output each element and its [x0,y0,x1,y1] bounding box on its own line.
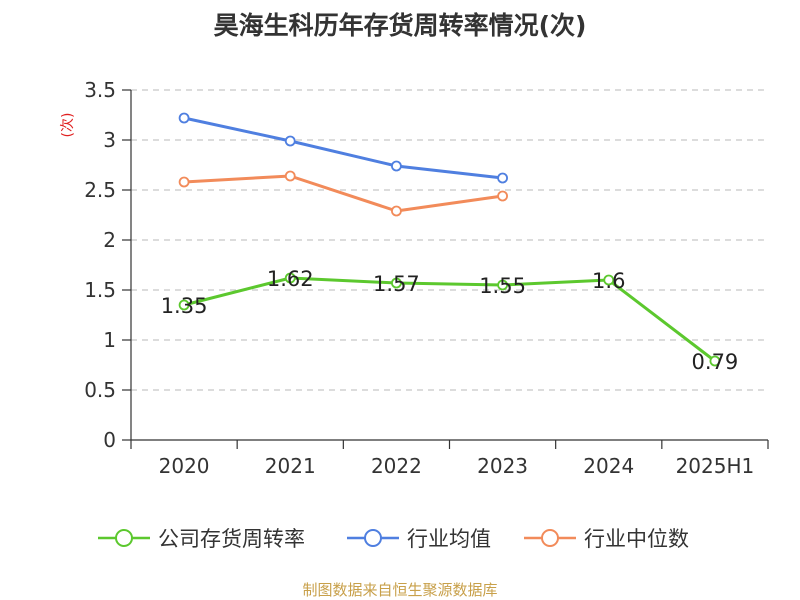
x-tick-label: 2023 [477,454,528,478]
y-tick-label: 1 [103,328,116,352]
data-label: 1.6 [592,269,625,293]
data-point [178,176,190,188]
grid-lines [131,89,768,391]
y-tick-label: 1.5 [84,278,116,302]
legend-marker-icon [524,529,576,547]
data-point [178,112,190,124]
x-tick-label: 2025H1 [676,454,755,478]
data-point [284,135,296,147]
y-tick-label: 2 [103,228,116,252]
data-point [497,279,508,291]
data-labels: 1.35 1.62 1.57 1.55 1.6 0.79 [161,267,739,374]
data-point [709,355,721,367]
data-point [497,190,508,202]
axes: 0 0.5 1 1.5 2 2.5 3 3.5 (次) 2020 2021 2022 2023 2024 2… [60,78,769,478]
data-point [497,172,508,184]
data-point [178,299,190,311]
legend-label: 公司存货周转率 [158,527,305,551]
data-label: 1.55 [479,274,526,298]
legend-item-industry-average[interactable]: 行业均值 [347,522,491,554]
data-point [391,205,402,217]
data-point [391,160,402,172]
x-tick-label: 2022 [371,454,422,478]
legend: 公司存货周转率 行业均值 行业中位数 [0,522,800,554]
legend-item-industry-median[interactable]: 行业中位数 [524,522,689,554]
chart-title: 昊海生科历年存货周转率情况(次) [213,11,587,40]
y-tick-label: 0.5 [84,378,116,402]
legend-marker-icon [98,529,150,547]
x-tick-label: 2020 [159,454,210,478]
x-tick-label: 2021 [265,454,316,478]
y-tick-label: 2.5 [84,178,116,202]
data-point [284,170,296,182]
data-label: 0.79 [692,350,739,374]
legend-item-company[interactable]: 公司存货周转率 [98,522,305,554]
legend-marker-icon [347,529,399,547]
y-tick-label: 3.5 [84,78,116,102]
y-tick-label: 3 [103,128,116,152]
data-label: 1.57 [373,272,420,296]
y-axis-label: (次) [60,113,76,138]
series-line [183,174,503,213]
data-point [603,274,615,286]
legend-label: 行业均值 [407,527,491,551]
series-line [183,116,503,180]
data-point [391,277,402,289]
series-line [183,276,716,363]
data-label: 1.35 [161,294,208,318]
data-point [284,272,296,284]
x-tick-label: 2024 [583,454,634,478]
source-note: 制图数据来自恒生聚源数据库 [302,581,498,599]
legend-label: 行业中位数 [584,527,689,551]
data-label: 1.62 [267,267,314,291]
series-lines [178,112,721,367]
y-tick-label: 0 [103,428,116,452]
